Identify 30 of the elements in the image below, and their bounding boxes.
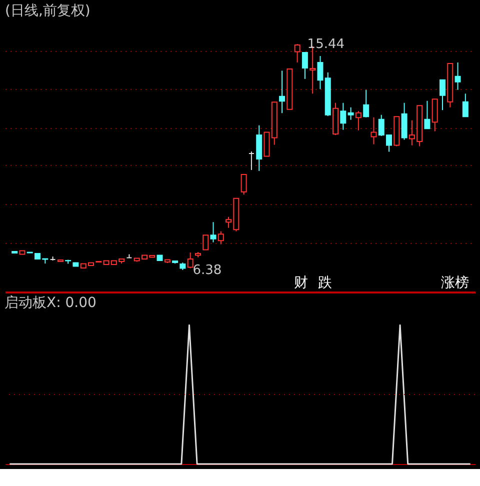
candlestick (256, 124, 262, 172)
candlestick (370, 116, 377, 145)
chart-title: (日线,前复权) (5, 3, 90, 19)
text: 财 (294, 275, 308, 291)
text: 跌 (318, 275, 332, 291)
candlestick (340, 102, 346, 130)
candlestick (218, 230, 224, 245)
annotation: 6.38 (192, 263, 222, 278)
annotation: 15.44 (307, 37, 345, 52)
candlestick (401, 102, 408, 140)
candlestick (363, 89, 370, 118)
candlestick (187, 252, 194, 269)
candlestick (424, 100, 430, 130)
candlestick (202, 234, 209, 251)
candlestick (355, 110, 362, 131)
candlestick (317, 55, 324, 90)
candlestick (240, 174, 247, 196)
candlestick (264, 132, 270, 157)
chart-title: 启动板X: 0.00 (4, 295, 96, 311)
candlestick (279, 70, 286, 114)
candlestick (302, 52, 308, 80)
candlestick (210, 222, 216, 243)
candlestick (348, 106, 354, 120)
candlestick (439, 79, 446, 111)
text: 涨榜 (441, 275, 469, 291)
candlestick (462, 93, 468, 118)
candlestick (432, 98, 438, 132)
candlestick (248, 151, 254, 170)
candlestick (294, 44, 300, 63)
candlestick (454, 62, 461, 90)
